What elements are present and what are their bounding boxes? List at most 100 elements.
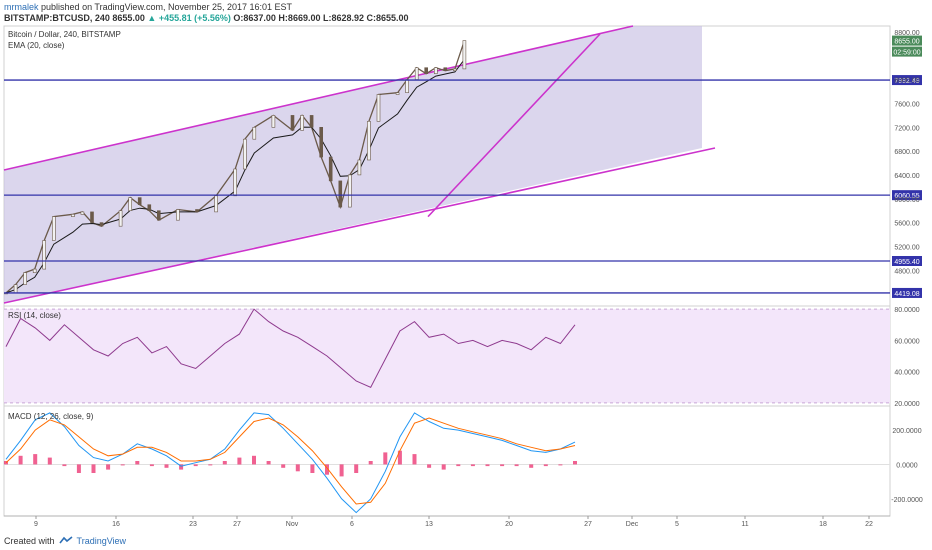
macd-axis-tick: -200.0000: [891, 497, 923, 504]
macd-histogram-bar: [135, 461, 140, 465]
price-candle: [99, 222, 104, 227]
price-candle: [71, 214, 75, 218]
price-candle: [51, 216, 56, 241]
macd-histogram-bar: [412, 454, 417, 465]
x-axis-tick: Nov: [286, 521, 299, 528]
symbol-label: BITSTAMP:BTCUSD, 240: [4, 13, 110, 23]
macd-histogram-bar: [33, 454, 38, 465]
price-candle: [195, 209, 199, 213]
price-candle: [252, 127, 257, 140]
rsi-title: RSI (14, close): [8, 311, 61, 320]
macd-histogram-bar: [208, 464, 213, 466]
price-candle: [233, 168, 237, 197]
last-price-badge: [892, 35, 922, 46]
price-axis-tick: 8000.00: [894, 78, 919, 85]
price-candle: [42, 240, 47, 270]
price-axis-tick: 5600.00: [894, 221, 919, 228]
x-axis-tick: 27: [584, 521, 592, 528]
price-candle: [214, 195, 218, 213]
footer: Created with TradingView: [4, 534, 126, 548]
channel-upper-line: [3, 25, 634, 171]
price-axis-tick: 6000.00: [894, 197, 919, 204]
macd-histogram-bar: [558, 464, 563, 466]
tradingview-logo-icon: [58, 535, 73, 547]
countdown-badge: [892, 46, 922, 57]
macd-histogram-bar: [485, 464, 490, 467]
macd-histogram-bar: [237, 457, 242, 465]
price-candle: [376, 94, 381, 122]
x-axis-tick: 18: [819, 521, 827, 528]
macd-histogram-bar: [47, 457, 52, 465]
channel-fill: [4, 26, 702, 303]
rsi-axis-tick: 40.0000: [894, 370, 919, 377]
macd-histogram-bar: [281, 464, 286, 468]
price-candle: [405, 79, 409, 93]
macd-histogram-bar: [543, 464, 548, 467]
price-candle: [414, 67, 419, 80]
macd-axis-tick: 200.0000: [892, 428, 921, 435]
price-candle: [367, 121, 371, 161]
price-axis-tick: 7600.00: [894, 101, 919, 108]
macd-histogram-bar: [514, 464, 519, 467]
price-candle: [347, 174, 352, 208]
price-axis-tick: 8800.00: [894, 30, 919, 37]
price-candle: [443, 67, 448, 71]
price-candle: [243, 138, 247, 170]
price-candle: [328, 156, 333, 182]
macd-histogram-bar: [368, 461, 373, 465]
macd-histogram-bar: [529, 464, 534, 468]
price-axis-tick: 6400.00: [894, 173, 919, 180]
price-candle: [32, 268, 37, 274]
price-candle: [424, 67, 429, 74]
price-candle: [147, 204, 152, 211]
macd-histogram-bar: [222, 461, 227, 465]
x-axis-tick: 22: [865, 521, 873, 528]
price-candle: [338, 180, 343, 208]
macd-histogram-bar: [310, 464, 315, 473]
macd-line: [5, 412, 576, 514]
macd-histogram-bar: [573, 461, 577, 465]
price-candle: [80, 211, 85, 215]
level-badge: [892, 190, 922, 201]
rsi-axis-tick: 20.0000: [894, 401, 919, 408]
level-badge-label: 6060.55: [894, 193, 919, 200]
rsi-line: [5, 308, 576, 388]
level-badge-label: 4955.40: [894, 259, 919, 266]
level-badge: [892, 287, 922, 298]
signal-line: [5, 417, 576, 505]
author-link[interactable]: mrmalek: [4, 2, 39, 12]
ema-line: [5, 59, 465, 294]
x-axis-tick: Dec: [626, 521, 639, 528]
macd-histogram-bar: [179, 464, 184, 470]
macd-histogram-bar: [383, 452, 388, 465]
x-axis-tick: 16: [112, 521, 120, 528]
price-candle: [118, 210, 123, 227]
macd-histogram-bar: [339, 464, 344, 477]
price-candle: [90, 211, 94, 223]
macd-title: MACD (12, 26, close, 9): [8, 412, 94, 421]
price-axis-tick: 4800.00: [894, 268, 919, 275]
price-candle: [433, 67, 438, 74]
ohlc-values: O:8637.00 H:8669.00 L:8628.92 C:8655.00: [233, 13, 409, 23]
rsi-axis-tick: 80.0000: [894, 307, 919, 314]
price-candle: [128, 197, 132, 212]
tradingview-link[interactable]: TradingView: [76, 536, 127, 546]
macd-histogram-bar: [295, 464, 300, 472]
x-axis-tick: 5: [675, 521, 679, 528]
published-text: published on TradingView.com, November 2…: [41, 2, 293, 12]
macd-histogram-bar: [18, 455, 23, 465]
rsi-axis-tick: 60.0000: [894, 338, 919, 345]
macd-histogram-bar: [252, 455, 256, 465]
x-axis-tick: 23: [189, 521, 197, 528]
level-badge-label: 7992.49: [894, 78, 919, 85]
level-badge: [892, 75, 922, 86]
countdown-label: 02:59:00: [893, 50, 920, 57]
macd-histogram-bar: [106, 464, 111, 470]
macd-histogram-bar: [354, 464, 359, 473]
price-pane-title: Bitcoin / Dollar, 240, BITSTAMP: [8, 30, 121, 39]
price-candle: [137, 197, 142, 206]
macd-histogram-bar: [76, 464, 81, 473]
macd-histogram-bar: [500, 464, 505, 467]
channel-lower-line: [3, 147, 716, 304]
